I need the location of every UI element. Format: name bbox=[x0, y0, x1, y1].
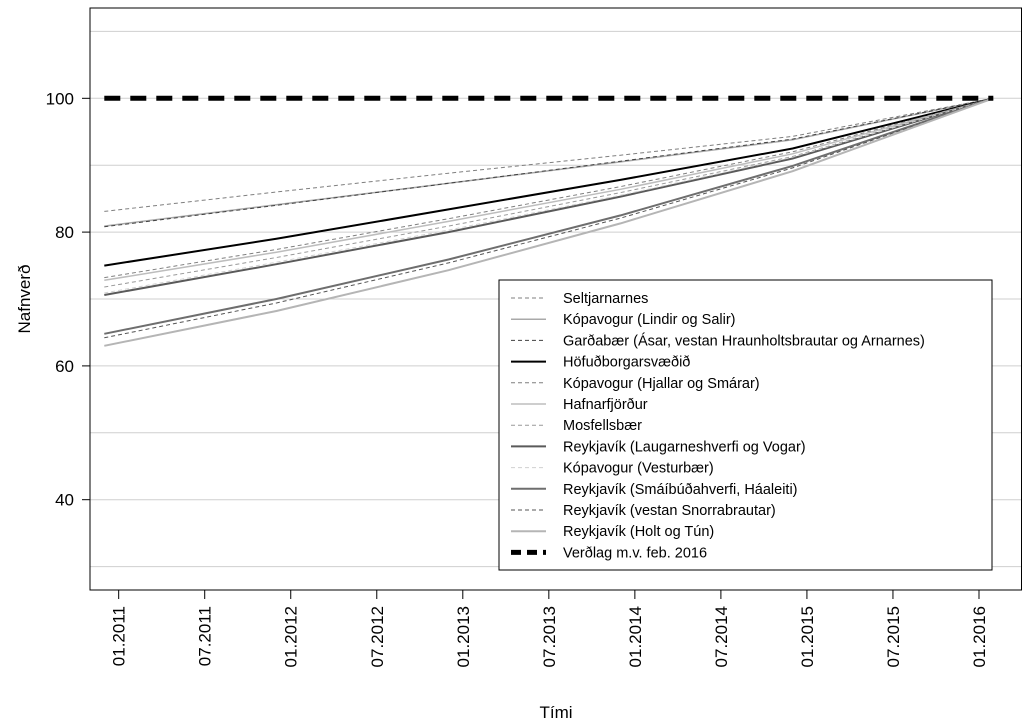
series-lines bbox=[104, 95, 994, 347]
series-line-6 bbox=[104, 97, 994, 282]
legend-box bbox=[498, 279, 993, 571]
legend-label: Seltjarnarnes bbox=[563, 291, 648, 307]
series-line-7 bbox=[104, 97, 994, 288]
x-tick-label: 01.2013 bbox=[454, 606, 473, 667]
legend: Seltjarnarnes Kópavogur (Lindir og Salir)… bbox=[498, 279, 993, 571]
series-line-10 bbox=[104, 97, 994, 335]
x-tick-label: 07.2014 bbox=[712, 606, 731, 667]
y-tick-label: 40 bbox=[55, 491, 74, 510]
series-line-12 bbox=[104, 97, 994, 347]
series-line-9 bbox=[104, 97, 994, 294]
x-tick-label: 07.2012 bbox=[368, 606, 387, 667]
x-tick-label: 01.2012 bbox=[282, 606, 301, 667]
legend-label: Kópavogur (Vesturbær) bbox=[563, 461, 714, 477]
legend-label: Reykjavík (vestan Snorrabrautar) bbox=[563, 503, 776, 519]
x-axis: 01.2011 07.2011 01.2012 07.2012 01.2013 07.20… bbox=[110, 590, 989, 667]
legend-label: Reykjavík (Holt og Tún) bbox=[563, 524, 714, 540]
y-axis: 40 60 80 100 bbox=[46, 89, 90, 510]
legend-label: Reykjavík (Laugarneshverfi og Vogar) bbox=[563, 439, 806, 455]
y-tick-label: 60 bbox=[55, 357, 74, 376]
series-line-11 bbox=[104, 97, 994, 339]
y-axis-title: Nafnverð bbox=[15, 265, 34, 334]
x-tick-label: 07.2011 bbox=[196, 606, 215, 666]
legend-label: Reykjavík (Smáíbúðahverfi, Háaleiti) bbox=[563, 482, 798, 498]
y-tick-label: 80 bbox=[55, 223, 74, 242]
x-axis-title: Tími bbox=[539, 703, 572, 722]
series-line-5 bbox=[104, 97, 994, 279]
legend-label: Höfuðborgarsvæðið bbox=[563, 355, 690, 371]
legend-label: Garðabær (Ásar, vestan Hraunholtsbrautar… bbox=[563, 332, 925, 349]
legend-label: Hafnarfjörður bbox=[563, 397, 648, 413]
x-tick-label: 01.2011 bbox=[110, 606, 129, 666]
series-line-1 bbox=[104, 97, 994, 212]
series-line-3 bbox=[104, 97, 994, 228]
legend-label: Mosfellsbær bbox=[563, 418, 642, 434]
series-line-2 bbox=[104, 97, 994, 227]
x-tick-label: 01.2015 bbox=[798, 606, 817, 667]
y-tick-label: 100 bbox=[46, 89, 74, 108]
x-tick-label: 07.2015 bbox=[884, 606, 903, 667]
x-tick-label: 01.2014 bbox=[626, 606, 645, 667]
series-line-8 bbox=[104, 97, 994, 296]
legend-label: Verðlag m.v. feb. 2016 bbox=[563, 545, 707, 561]
series-line-4 bbox=[104, 97, 994, 267]
legend-label: Kópavogur (Hjallar og Smárar) bbox=[563, 376, 760, 392]
x-tick-label: 07.2013 bbox=[540, 606, 559, 667]
legend-label: Kópavogur (Lindir og Salir) bbox=[563, 312, 735, 328]
x-tick-label: 01.2016 bbox=[970, 606, 989, 667]
